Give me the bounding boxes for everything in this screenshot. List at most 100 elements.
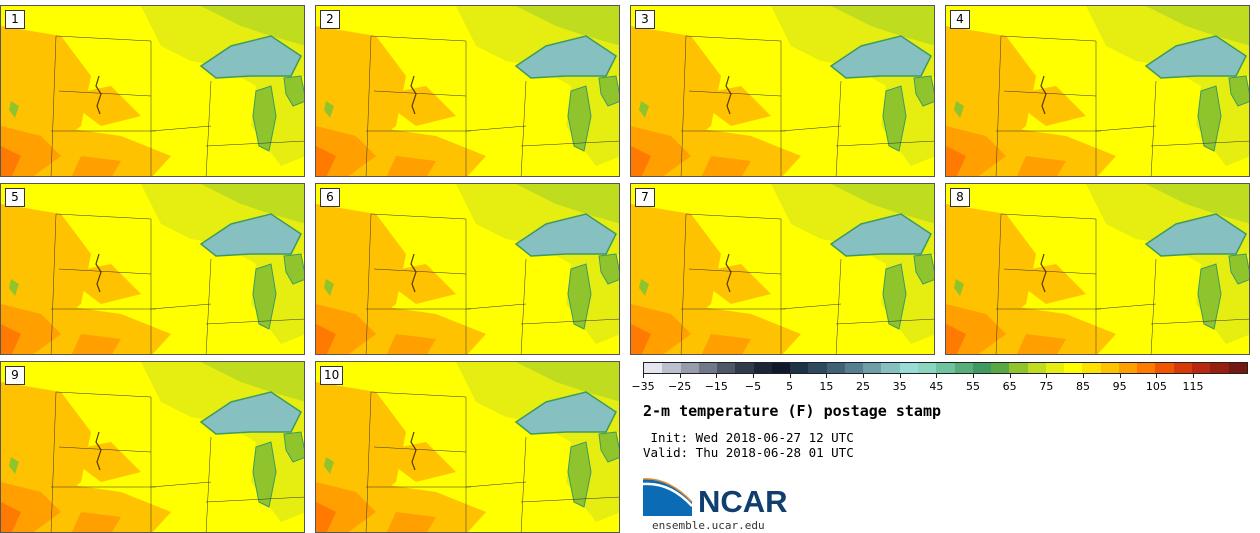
postage-stamp-panel: 6 xyxy=(315,183,620,355)
colorbar-tick-label: −35 xyxy=(631,380,655,393)
colorbar-tick-label: 15 xyxy=(819,380,834,393)
colorbar-segment xyxy=(808,363,827,373)
colorbar-tick-label: 5 xyxy=(786,380,794,393)
colorbar-segment xyxy=(1191,363,1211,373)
temperature-map xyxy=(631,6,934,176)
colorbar-segment xyxy=(936,363,955,373)
colorbar-segment xyxy=(1045,363,1065,373)
colorbar-tick xyxy=(973,374,974,378)
postage-stamp-panel: 5 xyxy=(0,183,305,355)
colorbar-segment xyxy=(917,363,937,373)
temperature-colorbar xyxy=(643,362,1248,374)
init-time: Init: Wed 2018-06-27 12 UTC xyxy=(643,430,854,445)
colorbar-segment xyxy=(1118,363,1138,373)
temperature-map xyxy=(946,6,1249,176)
colorbar-segment xyxy=(1173,363,1192,373)
panel-number-label: 5 xyxy=(5,188,25,207)
colorbar-tick xyxy=(899,374,901,378)
colorbar-tick-label: 85 xyxy=(1076,380,1090,393)
postage-stamp-panel: 4 xyxy=(945,5,1250,177)
colorbar-tick xyxy=(1193,374,1194,378)
colorbar-segment xyxy=(844,363,864,373)
colorbar-segment xyxy=(1009,363,1028,373)
colorbar-segment xyxy=(1064,363,1083,373)
colorbar-segment xyxy=(1137,363,1156,373)
colorbar-tick xyxy=(753,374,754,378)
postage-stamp-panel: 10 xyxy=(315,361,620,533)
panel-number-label: 6 xyxy=(320,188,340,207)
colorbar-tick-label: −15 xyxy=(704,380,728,393)
ensemble-url: ensemble.ucar.edu xyxy=(652,519,765,532)
colorbar-segment xyxy=(1100,363,1119,373)
colorbar-tick xyxy=(1009,374,1011,378)
colorbar-segment xyxy=(735,363,754,373)
colorbar-tick xyxy=(679,374,681,378)
temperature-map xyxy=(1,184,304,354)
postage-stamp-panel: 1 xyxy=(0,5,305,177)
temperature-map xyxy=(1,6,304,176)
panel-number-label: 8 xyxy=(950,188,970,207)
postage-stamp-panel: 3 xyxy=(630,5,935,177)
colorbar-segment xyxy=(771,363,791,373)
colorbar-tick-label: 75 xyxy=(1039,380,1054,393)
figure-title: 2-m temperature (F) postage stamp xyxy=(643,402,942,420)
colorbar-tick xyxy=(1046,374,1048,378)
colorbar-tick-label: 65 xyxy=(1002,380,1017,393)
valid-time: Valid: Thu 2018-06-28 01 UTC xyxy=(643,445,854,460)
colorbar-segment xyxy=(790,363,809,373)
colorbar-tick xyxy=(716,374,718,378)
temperature-map xyxy=(1,362,304,532)
temperature-map xyxy=(316,184,619,354)
colorbar-tick xyxy=(826,374,828,378)
colorbar-tick xyxy=(863,374,864,378)
colorbar-segment xyxy=(1027,363,1046,373)
colorbar-segment xyxy=(863,363,882,373)
colorbar-segment xyxy=(662,363,681,373)
colorbar-segment xyxy=(1210,363,1229,373)
panel-number-label: 9 xyxy=(5,366,25,385)
temperature-map xyxy=(631,184,934,354)
colorbar-segment xyxy=(1155,363,1174,373)
colorbar-segment xyxy=(644,363,663,373)
colorbar-segment xyxy=(972,363,992,373)
colorbar-ticks: −35 −25 −15 −5 5 15 25 35 45 55 65 75 85 95 105 115 xyxy=(631,374,1248,394)
panel-number-label: 3 xyxy=(635,10,655,29)
colorbar-tick-label: 105 xyxy=(1145,380,1167,393)
postage-stamp-panel: 8 xyxy=(945,183,1250,355)
colorbar-segment xyxy=(698,363,718,373)
panel-number-label: 7 xyxy=(635,188,655,207)
temperature-map xyxy=(946,184,1249,354)
colorbar-segment xyxy=(1082,363,1101,373)
postage-stamp-panel: 2 xyxy=(315,5,620,177)
colorbar-segment xyxy=(899,363,918,373)
panel-number-label: 10 xyxy=(320,366,344,385)
postage-stamp-panel: 7 xyxy=(630,183,935,355)
colorbar-segment xyxy=(881,363,900,373)
colorbar-tick xyxy=(789,374,791,378)
colorbar-tick xyxy=(936,374,938,378)
colorbar-tick-label: 25 xyxy=(856,380,870,393)
colorbar-tick xyxy=(1156,374,1158,378)
colorbar-tick-label: 115 xyxy=(1182,380,1204,393)
colorbar-segment xyxy=(991,363,1010,373)
colorbar-tick xyxy=(643,374,644,378)
colorbar-segment xyxy=(826,363,845,373)
temperature-map xyxy=(316,362,619,532)
colorbar-segment xyxy=(680,363,699,373)
colorbar-tick-label: −5 xyxy=(744,380,762,393)
colorbar-tick-label: 35 xyxy=(892,380,907,393)
panel-number-label: 2 xyxy=(320,10,340,29)
ncar-logo-text: NCAR xyxy=(698,484,788,519)
temperature-map xyxy=(316,6,619,176)
postage-stamp-panel: 9 xyxy=(0,361,305,533)
colorbar-tick-label: −25 xyxy=(668,380,692,393)
colorbar-tick xyxy=(1119,374,1121,378)
ncar-logo-icon xyxy=(642,478,693,516)
colorbar-segment xyxy=(753,363,772,373)
colorbar-tick-label: 45 xyxy=(929,380,944,393)
colorbar-tick-label: 55 xyxy=(966,380,980,393)
colorbar-segment xyxy=(954,363,973,373)
colorbar-segment xyxy=(1228,363,1247,373)
panel-number-label: 1 xyxy=(5,10,25,29)
panel-number-label: 4 xyxy=(950,10,970,29)
